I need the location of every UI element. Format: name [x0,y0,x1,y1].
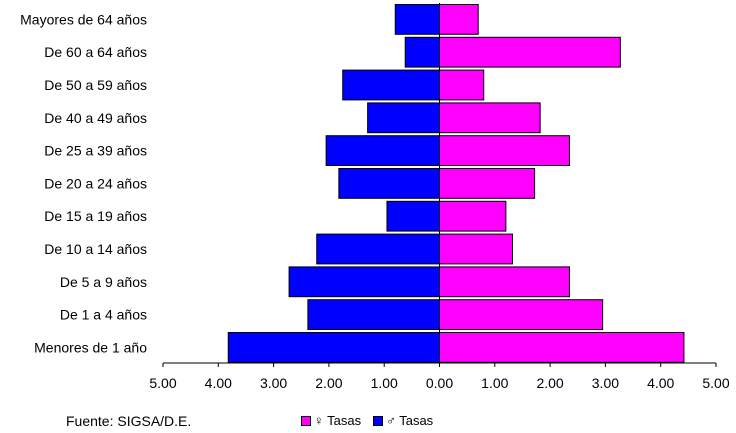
legend-swatch-male [373,416,384,426]
bar-female [439,200,507,232]
legend-swatch-female [301,416,311,426]
category-label: De 60 a 64 años [44,44,147,60]
x-tick-label: 2.00 [536,375,563,391]
bars [227,4,685,363]
population-pyramid-chart: Mayores de 64 años De 60 a 64 años De 50 a… [20,3,730,391]
category-label: De 10 a 14 años [44,241,147,257]
category-label: De 5 a 9 años [60,274,147,290]
bar-female [439,135,570,166]
legend-item-male: ♂ Tasas [373,413,433,429]
category-label: Menores de 1 año [34,339,147,355]
bar-male [316,233,441,265]
bar-male [367,102,440,134]
x-tick-label: 1.00 [371,375,398,391]
category-labels: Mayores de 64 años De 60 a 64 años De 50 a… [20,11,147,355]
bar-female [439,69,485,101]
bar-male [227,332,440,363]
category-label: De 25 a 39 años [44,143,147,159]
bar-male [325,135,441,166]
x-tick-label: 4.00 [647,375,674,391]
bar-male [394,4,441,35]
bar-female [439,4,479,35]
bar-male [338,168,441,199]
category-label: Mayores de 64 años [20,11,147,27]
bar-female [439,233,513,265]
legend: ♀ Tasas ♂ Tasas [301,413,445,429]
category-label: De 15 a 19 años [44,208,147,224]
bar-female [439,36,621,68]
bar-male [404,36,440,68]
source-note: Fuente: SIGSA/D.E. [66,413,192,429]
bar-female [439,332,685,363]
x-tick-label: 3.00 [260,375,287,391]
category-label: De 1 a 4 años [60,307,147,323]
bar-male [386,200,440,232]
x-tick-label: 0.00 [426,375,453,391]
x-tick-label: 5.00 [149,375,176,391]
legend-item-female: ♀ Tasas [301,413,361,429]
bar-male [288,266,441,298]
bar-female [439,299,604,331]
x-axis: 5.00 4.00 3.00 2.00 1.00 0.00 1.00 2.00 3.00 4.00… [149,3,730,391]
x-tick-label: 4.00 [205,375,232,391]
bar-male [342,69,441,101]
category-label: De 50 a 59 años [44,77,147,93]
category-label: De 40 a 49 años [44,110,147,126]
bar-male [307,299,440,331]
x-tick-label: 3.00 [592,375,619,391]
legend-label-female: ♀ Tasas [314,413,362,428]
x-tick-label: 5.00 [702,375,729,391]
category-label: De 20 a 24 años [44,175,147,191]
x-tick-label: 1.00 [481,375,508,391]
x-tick-label: 2.00 [315,375,342,391]
legend-label-male: ♂ Tasas [386,413,434,428]
bar-female [439,168,536,199]
bar-female [439,266,570,298]
bar-female [439,102,541,134]
